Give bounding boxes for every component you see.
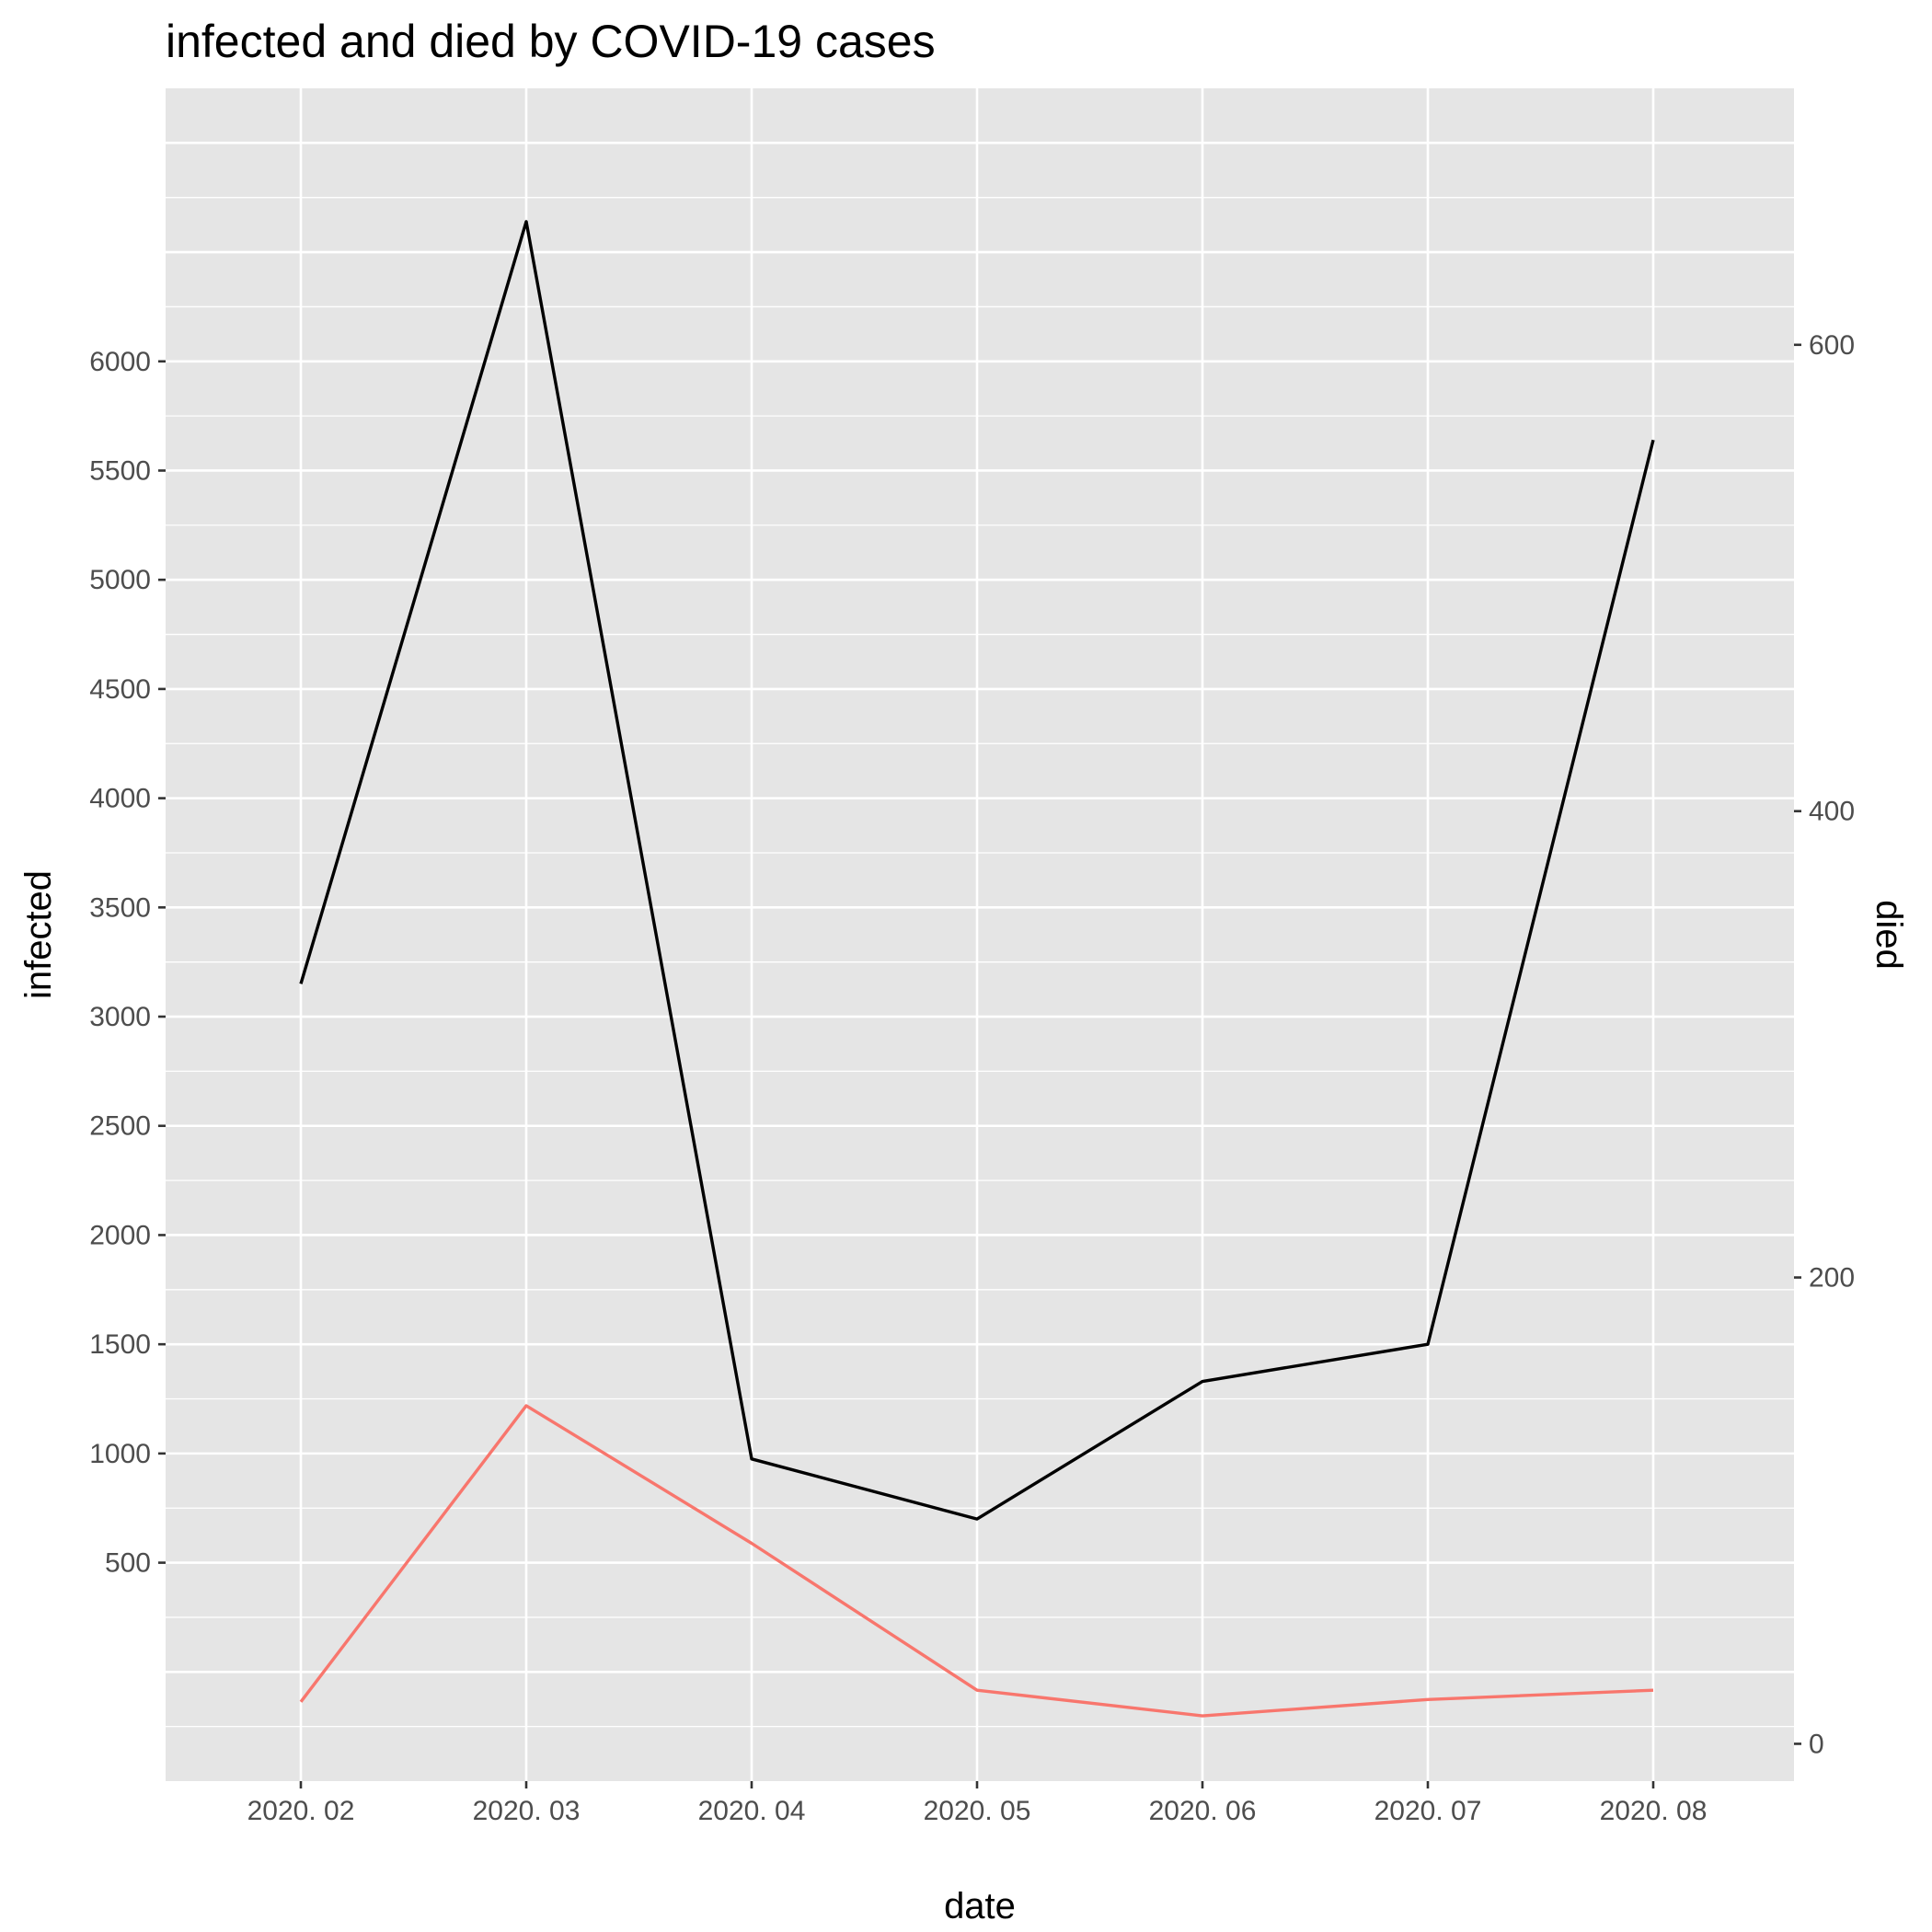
y-tick-label: 1500 [89, 1329, 151, 1360]
plot-panel [166, 88, 1794, 1781]
x-axis-title: date [944, 1886, 1016, 1926]
y-tick-label: 2500 [89, 1111, 151, 1142]
x-axis: 2020. 02 2020. 03 2020. 04 2020. 05 2020. 06… [247, 1781, 1708, 1826]
y-tick-label: 3000 [89, 1002, 151, 1032]
chart-title: infected and died by COVID-19 cases [166, 16, 936, 67]
y2-tick-label: 200 [1809, 1263, 1855, 1294]
y-axis-right: 0 200 400 600 [1794, 330, 1855, 1759]
y-tick-label: 500 [105, 1548, 151, 1579]
y-tick-label: 4000 [89, 784, 151, 814]
x-tick-label: 2020. 08 [1600, 1796, 1708, 1826]
x-tick-label: 2020. 07 [1374, 1796, 1482, 1826]
x-tick-label: 2020. 02 [247, 1796, 355, 1826]
x-tick-label: 2020. 03 [473, 1796, 581, 1826]
series-line-left-axis [299, 220, 1655, 1521]
y-tick-label: 2000 [89, 1220, 151, 1250]
y-tick-label: 1000 [89, 1439, 151, 1469]
y-tick-label: 3500 [89, 892, 151, 923]
x-tick-label: 2020. 04 [698, 1796, 806, 1826]
y-tick-label: 5000 [89, 565, 151, 595]
y-axis-left: 500 1000 1500 2000 2500 3000 3500 4000 4500 5000 5… [89, 347, 166, 1579]
y2-tick-label: 600 [1809, 330, 1855, 361]
y2-axis-title: died [1869, 900, 1909, 970]
x-tick-label: 2020. 05 [924, 1796, 1031, 1826]
x-tick-label: 2020. 06 [1149, 1796, 1257, 1826]
y-tick-label: 5500 [89, 455, 151, 486]
series-line-right-axis [299, 1404, 1654, 1718]
y2-tick-label: 400 [1809, 797, 1855, 827]
y-tick-label: 6000 [89, 347, 151, 377]
y-tick-label: 4500 [89, 674, 151, 705]
y2-tick-label: 0 [1809, 1729, 1824, 1759]
y-axis-title: infected [18, 870, 59, 999]
series-lines [299, 220, 1655, 1718]
